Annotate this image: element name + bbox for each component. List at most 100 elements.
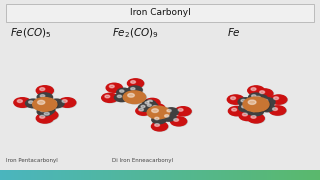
- Circle shape: [117, 89, 132, 97]
- Circle shape: [62, 100, 67, 103]
- Bar: [214, 170, 215, 180]
- Bar: [114, 170, 115, 180]
- Bar: [240, 170, 241, 180]
- Bar: [242, 170, 243, 180]
- Bar: [128, 170, 129, 180]
- Circle shape: [249, 108, 264, 116]
- Circle shape: [227, 95, 244, 104]
- Bar: [230, 170, 231, 180]
- Circle shape: [117, 95, 122, 98]
- Bar: [277, 170, 278, 180]
- Circle shape: [50, 100, 65, 108]
- Bar: [45, 170, 46, 180]
- Circle shape: [162, 113, 176, 121]
- Bar: [47, 170, 48, 180]
- Circle shape: [229, 107, 245, 116]
- Circle shape: [162, 113, 177, 122]
- Circle shape: [36, 86, 53, 95]
- Bar: [193, 170, 194, 180]
- Bar: [20, 170, 21, 180]
- Circle shape: [37, 86, 54, 96]
- Bar: [123, 170, 124, 180]
- Bar: [26, 170, 27, 180]
- Bar: [171, 170, 172, 180]
- Bar: [64, 170, 65, 180]
- Circle shape: [105, 95, 110, 98]
- Bar: [267, 170, 268, 180]
- Circle shape: [138, 104, 152, 111]
- Bar: [297, 170, 298, 180]
- Circle shape: [150, 104, 165, 112]
- Bar: [268, 170, 269, 180]
- Bar: [319, 170, 320, 180]
- Bar: [77, 170, 78, 180]
- Bar: [148, 170, 149, 180]
- Bar: [194, 170, 195, 180]
- Bar: [126, 170, 127, 180]
- Text: $\mathit{Fe(CO)_5}$: $\mathit{Fe(CO)_5}$: [10, 26, 52, 40]
- Bar: [41, 170, 42, 180]
- Bar: [15, 170, 16, 180]
- Circle shape: [34, 98, 58, 112]
- Circle shape: [107, 84, 123, 93]
- Circle shape: [44, 112, 49, 115]
- Bar: [58, 170, 59, 180]
- Circle shape: [37, 100, 45, 104]
- Circle shape: [256, 89, 273, 98]
- Bar: [74, 170, 75, 180]
- Circle shape: [147, 104, 151, 106]
- Bar: [250, 170, 251, 180]
- Bar: [229, 170, 230, 180]
- Bar: [224, 170, 225, 180]
- Circle shape: [131, 81, 136, 83]
- Circle shape: [37, 107, 52, 116]
- Circle shape: [120, 90, 124, 92]
- Bar: [164, 170, 165, 180]
- Circle shape: [174, 119, 179, 121]
- Bar: [129, 170, 130, 180]
- Bar: [9, 170, 10, 180]
- Circle shape: [155, 124, 159, 126]
- Bar: [46, 170, 47, 180]
- Bar: [38, 170, 39, 180]
- Bar: [12, 170, 13, 180]
- Bar: [43, 170, 44, 180]
- Circle shape: [40, 115, 45, 118]
- Bar: [167, 170, 169, 180]
- Circle shape: [271, 95, 287, 105]
- Bar: [92, 170, 93, 180]
- Circle shape: [52, 101, 56, 104]
- Bar: [0, 170, 1, 180]
- Bar: [49, 170, 50, 180]
- Bar: [97, 170, 98, 180]
- Bar: [169, 170, 170, 180]
- Bar: [293, 170, 294, 180]
- Circle shape: [102, 94, 118, 103]
- Circle shape: [176, 107, 192, 116]
- Bar: [82, 170, 83, 180]
- Circle shape: [152, 116, 166, 124]
- Bar: [196, 170, 197, 180]
- Bar: [314, 170, 315, 180]
- Bar: [7, 170, 9, 180]
- Bar: [308, 170, 309, 180]
- Circle shape: [231, 97, 236, 100]
- Bar: [192, 170, 193, 180]
- Bar: [34, 170, 35, 180]
- Circle shape: [15, 98, 32, 108]
- Bar: [42, 170, 43, 180]
- Bar: [113, 170, 114, 180]
- Circle shape: [245, 107, 260, 115]
- Bar: [301, 170, 302, 180]
- Circle shape: [152, 122, 168, 131]
- Bar: [134, 170, 135, 180]
- Bar: [213, 170, 214, 180]
- Bar: [37, 170, 38, 180]
- Circle shape: [232, 108, 237, 111]
- Bar: [259, 170, 260, 180]
- Circle shape: [260, 91, 265, 94]
- Bar: [67, 170, 68, 180]
- Bar: [83, 170, 84, 180]
- Bar: [180, 170, 181, 180]
- Circle shape: [40, 95, 45, 97]
